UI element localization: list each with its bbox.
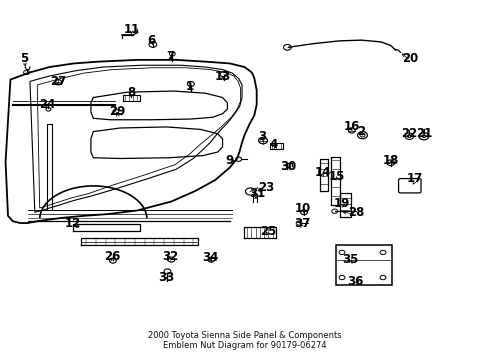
Text: 5: 5: [20, 51, 28, 64]
Text: 17: 17: [406, 172, 423, 185]
Text: 21: 21: [415, 127, 431, 140]
Text: 9: 9: [225, 154, 234, 167]
Text: 1: 1: [185, 80, 194, 93]
Text: 32: 32: [162, 249, 178, 262]
Text: 7: 7: [166, 50, 174, 63]
Text: 12: 12: [64, 216, 81, 230]
Text: 23: 23: [258, 181, 274, 194]
Text: 4: 4: [269, 138, 277, 150]
Text: 35: 35: [342, 253, 358, 266]
Text: 31: 31: [249, 187, 265, 200]
Text: 8: 8: [127, 86, 135, 99]
Text: 2: 2: [357, 125, 365, 138]
Text: 30: 30: [280, 160, 296, 173]
Text: 18: 18: [382, 154, 398, 167]
Text: 10: 10: [294, 202, 310, 215]
Text: 33: 33: [158, 271, 174, 284]
Text: 13: 13: [214, 69, 230, 82]
Text: 19: 19: [333, 197, 349, 210]
Text: 16: 16: [343, 121, 359, 134]
Text: 15: 15: [328, 170, 345, 183]
Text: 20: 20: [401, 51, 418, 64]
Text: 2000 Toyota Sienna Side Panel & Components
Emblem Nut Diagram for 90179-06274: 2000 Toyota Sienna Side Panel & Componen…: [147, 331, 341, 350]
Text: 11: 11: [123, 23, 139, 36]
Text: 6: 6: [147, 33, 156, 47]
Text: 14: 14: [314, 166, 330, 179]
Text: 37: 37: [293, 217, 309, 230]
Text: 34: 34: [202, 251, 218, 264]
Text: 36: 36: [347, 275, 363, 288]
Text: 26: 26: [103, 249, 120, 262]
Text: 22: 22: [400, 127, 417, 140]
Text: 25: 25: [259, 225, 276, 238]
Text: 24: 24: [39, 98, 56, 111]
Text: 29: 29: [109, 105, 125, 118]
Text: 28: 28: [348, 206, 364, 219]
Text: 27: 27: [50, 75, 66, 88]
Text: 3: 3: [258, 130, 265, 144]
